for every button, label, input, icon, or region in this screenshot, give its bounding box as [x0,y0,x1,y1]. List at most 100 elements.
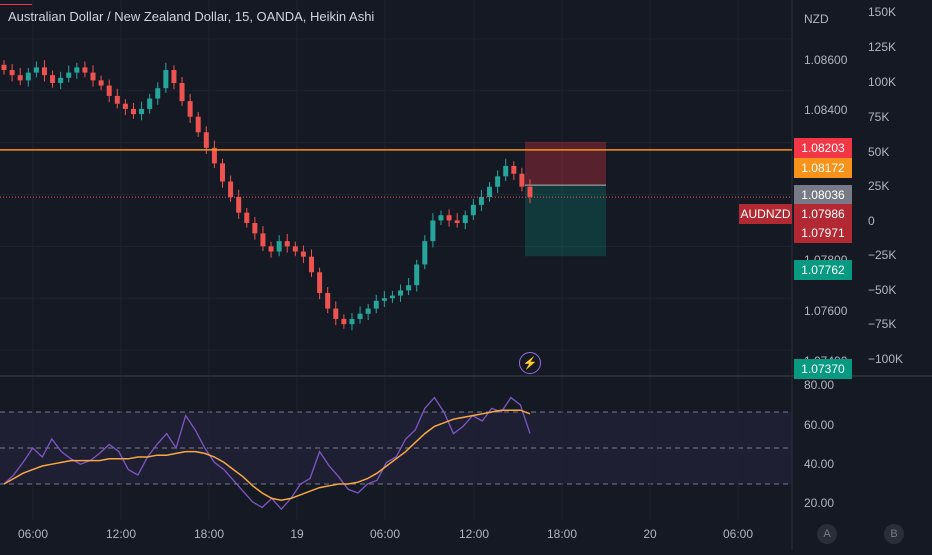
candle-body [333,308,339,319]
candle-body [260,233,266,247]
volume-tick: −75K [868,317,897,331]
time-tick: 12:00 [458,527,490,541]
candle-body [179,82,185,102]
candle-body [527,186,533,198]
currency-label[interactable]: NZD [804,12,829,26]
hline-price-tag: 1.08172 [794,158,852,178]
candle-body [430,220,436,242]
candle-body [25,72,31,81]
target-zone [525,185,606,257]
candle-body [446,215,452,221]
candle-body [98,80,104,86]
time-tick: 18:00 [193,527,225,541]
time-tick: 12:00 [105,527,137,541]
candle-body [414,264,420,286]
candle-body [309,256,315,273]
low-price-tag: 1.07370 [794,359,852,379]
candle-body [365,308,371,314]
candle-body [487,186,493,198]
candle-body [470,204,476,216]
candle-body [454,220,460,224]
auto-scale-button[interactable]: A [817,524,837,544]
candle-body [130,108,136,115]
candle-body [33,67,39,73]
candle-body [74,67,80,73]
candle-body [163,70,169,89]
price-tick: 1.08600 [804,53,848,67]
candle-body [341,318,347,325]
candle-body [171,70,177,83]
candle-body [462,215,468,224]
rsi-tick: 20.00 [804,496,835,510]
time-tick: 06:00 [17,527,49,541]
price-tick: 1.08400 [804,103,848,117]
candle-body [139,108,145,115]
candle-body [106,85,112,96]
candle-body [58,77,64,83]
candle-body [495,176,501,187]
candle-body [252,223,258,234]
candle-body [147,98,153,109]
rsi-tick: 80.00 [804,378,835,392]
candle-body [381,298,387,301]
candle-body [300,251,306,257]
time-tick: 18:00 [546,527,578,541]
candle-body [82,67,88,73]
time-tick: 19 [290,527,304,541]
legend-accent-line [0,4,32,5]
candle-body [503,165,509,177]
candle-body [211,147,217,164]
chart-title[interactable]: Australian Dollar / New Zealand Dollar, … [8,9,375,24]
price-tick: 1.07600 [804,304,848,318]
candle-body [478,197,484,205]
candle-body [511,165,517,174]
log-scale-button[interactable]: B [884,524,904,544]
candle-body [276,241,282,252]
volume-tick: 25K [868,179,890,193]
volume-tick: 150K [868,5,897,19]
stop-zone [525,141,606,186]
volume-tick: −100K [868,352,904,366]
candle-body [122,103,128,109]
target-price-tag: 1.07762 [794,260,852,280]
candle-body [219,163,225,182]
volume-tick: 125K [868,40,897,54]
candle-body [114,95,120,104]
entry-price-tag: 1.08036 [794,185,852,205]
candle-body [406,285,412,291]
time-tick: 06:00 [369,527,401,541]
candle-body [438,215,444,221]
volume-tick: −25K [868,248,897,262]
candle-body [268,246,274,252]
candle-body [373,300,379,309]
volume-tick: 50K [868,145,890,159]
candle-body [244,212,250,224]
symbol-tag: AUDNZD [739,204,792,224]
candle-body [203,132,209,148]
time-tick: 20 [643,527,657,541]
rsi-tick: 60.00 [804,418,835,432]
candle-body [187,101,193,117]
volume-tick: −50K [868,283,897,297]
candle-body [398,290,404,296]
lightning-icon[interactable]: ⚡ [519,352,541,374]
volume-tick: 0 [868,214,875,228]
rsi-tick: 40.00 [804,457,835,471]
candle-body [317,272,323,294]
candle-body [1,64,7,71]
volume-tick: 100K [868,75,897,89]
candle-body [90,72,96,81]
bid-price-tag: 1.07971 [794,223,852,243]
stop-price-tag: 1.08203 [794,138,852,158]
candle-body [325,293,331,309]
candle-body [284,241,290,247]
time-tick: 06:00 [722,527,754,541]
candle-body [228,181,234,198]
candle-body [357,313,363,319]
candle-body [155,88,161,99]
candle-body [519,173,525,187]
candle-body [389,295,395,299]
candle-body [41,67,47,76]
